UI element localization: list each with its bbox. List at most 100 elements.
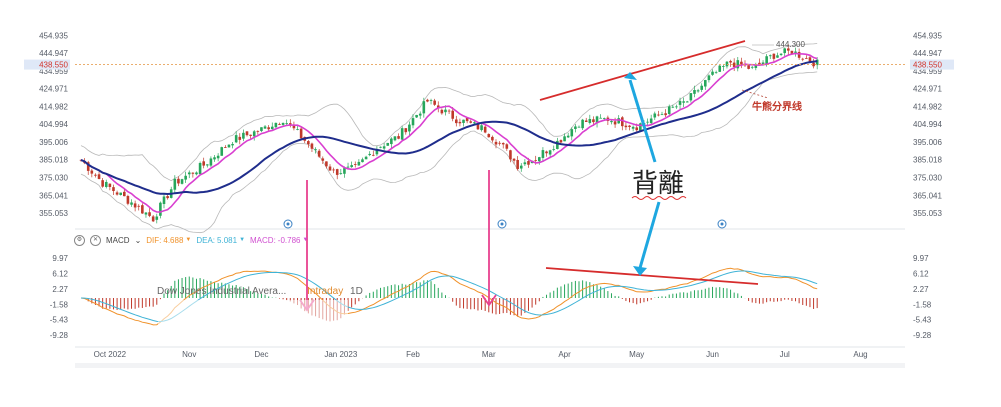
candle-body: [296, 129, 299, 130]
x-tick-label: Aug: [853, 350, 867, 359]
x-tick-label: Jan 2023: [324, 350, 357, 359]
candle-body: [577, 126, 581, 128]
event-marker-icon[interactable]: [283, 219, 293, 229]
candle-body: [519, 165, 523, 169]
candle-body: [704, 80, 707, 87]
dif-label: DIF:: [146, 235, 162, 245]
macd-tick-right: 6.12: [913, 270, 929, 279]
candle-body: [527, 161, 530, 165]
candle-body: [104, 181, 108, 187]
candle-body: [646, 121, 649, 123]
candle-body: [740, 61, 743, 66]
candle-body: [718, 65, 722, 72]
event-marker-icon[interactable]: [497, 219, 507, 229]
candle-body: [566, 135, 570, 138]
candle-body: [494, 141, 498, 145]
candle-body: [350, 165, 353, 168]
price-tick-left: 414.982: [39, 102, 68, 111]
candle-body: [397, 136, 400, 139]
candle-body: [177, 178, 180, 184]
macd-caret-icon[interactable]: ▼: [302, 237, 309, 243]
macd-tick-right: -1.58: [913, 300, 932, 309]
candle-body: [534, 160, 537, 162]
chevron-down-icon[interactable]: ⌄: [134, 235, 142, 245]
candle-body: [151, 216, 155, 222]
candle-body: [559, 140, 563, 143]
candle-body: [667, 106, 671, 115]
price-tick-left: 424.971: [39, 85, 68, 94]
price-tick-left: 375.030: [39, 174, 68, 183]
price-tick-left: 444.947: [39, 49, 68, 58]
price-tick-left: 454.935: [39, 31, 68, 40]
candle-body: [123, 191, 126, 197]
candle-body: [166, 196, 169, 199]
candle-body: [787, 48, 790, 51]
dif-caret-icon[interactable]: ▼: [185, 237, 192, 243]
candle-body: [379, 146, 382, 148]
settings-icon[interactable]: ⚙: [74, 234, 85, 246]
x-tick-label: Dec: [254, 350, 268, 359]
candle-body: [599, 117, 602, 119]
candle-body: [195, 172, 198, 175]
close-icon[interactable]: ✕: [90, 234, 101, 246]
slow-ma-line: [80, 60, 818, 196]
candle-body: [252, 131, 256, 137]
candle-body: [274, 122, 278, 128]
candle-body: [574, 126, 577, 129]
candle-body: [678, 101, 682, 105]
candle-body: [790, 50, 794, 55]
candle-body: [213, 157, 216, 160]
event-marker-icon[interactable]: [717, 219, 727, 229]
candle-body: [487, 134, 491, 138]
candle-body: [602, 118, 606, 119]
candle-body: [429, 100, 433, 101]
candle-body: [307, 141, 310, 145]
candle-body: [108, 183, 112, 187]
candle-body: [700, 85, 703, 90]
candle-body: [617, 118, 620, 124]
macd-tick-left: -9.28: [50, 331, 69, 340]
dea-caret-icon[interactable]: ▼: [239, 237, 246, 243]
candle-body: [224, 147, 227, 148]
candle-body: [159, 202, 162, 216]
macd-tick-right: 9.97: [913, 254, 929, 263]
candle-body: [707, 75, 711, 81]
candle-body: [624, 125, 628, 128]
candle-body: [346, 166, 350, 168]
price-tick-right: 454.935: [913, 31, 942, 40]
candle-body: [465, 117, 469, 122]
candle-body: [556, 140, 559, 149]
candle-body: [772, 53, 776, 59]
price-tick-left: 385.018: [39, 156, 68, 165]
candle-body: [343, 168, 346, 174]
candle-body: [693, 89, 696, 94]
candle-body: [368, 153, 371, 156]
candle-body: [722, 66, 725, 67]
candle-body: [711, 71, 714, 75]
candle-body: [639, 123, 642, 131]
event-marker-dot: [500, 222, 504, 226]
candle-body: [242, 132, 245, 139]
candle-body: [440, 109, 444, 114]
candle-body: [592, 119, 595, 123]
candle-body: [581, 119, 584, 129]
candle-body: [750, 66, 754, 68]
candle-body: [339, 173, 343, 174]
price-tick-right: 375.030: [913, 174, 942, 183]
candle-body: [390, 138, 393, 145]
candle-body: [808, 57, 812, 62]
candle-body: [299, 128, 303, 139]
candle-body: [191, 172, 195, 174]
candle-body: [357, 161, 361, 166]
candle-body: [321, 158, 325, 161]
price-tick-right: 444.947: [913, 49, 942, 58]
x-tick-label: Feb: [406, 350, 420, 359]
candle-body: [725, 61, 729, 67]
candle-body: [292, 124, 296, 129]
candle-body: [270, 126, 274, 130]
candle-body: [289, 123, 292, 125]
candle-body: [473, 122, 476, 124]
candle-body: [256, 130, 260, 132]
